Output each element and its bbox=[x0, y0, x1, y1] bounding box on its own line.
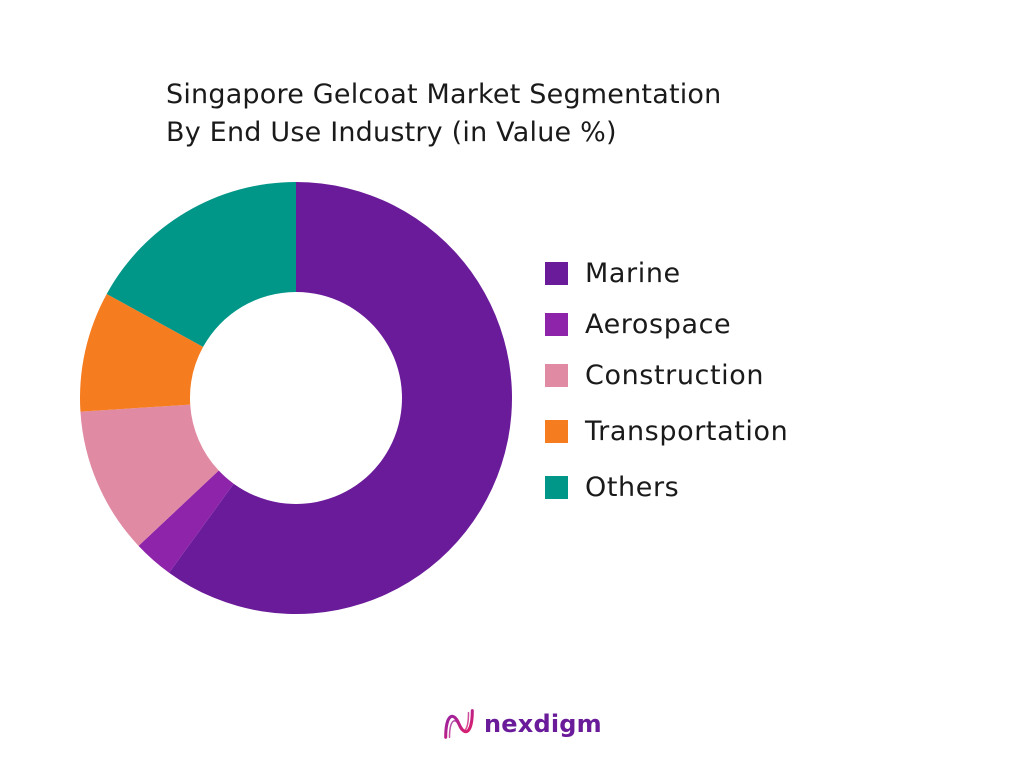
legend-label-marine: Marine bbox=[585, 257, 681, 289]
legend-label-transportation: Transportation bbox=[585, 415, 789, 447]
legend-item-aerospace: Aerospace bbox=[545, 304, 731, 344]
legend-swatch-transportation bbox=[545, 419, 568, 443]
legend-swatch-others bbox=[545, 475, 568, 499]
legend-label-others: Others bbox=[585, 471, 680, 503]
legend-swatch-marine bbox=[545, 261, 568, 285]
legend-item-transportation: Transportation bbox=[545, 411, 788, 451]
donut-slice-transportation bbox=[80, 293, 204, 412]
donut-slice-aerospace bbox=[138, 470, 234, 573]
chart-title: Singapore Gelcoat Market Segmentation By… bbox=[166, 76, 866, 152]
legend-swatch-construction bbox=[545, 363, 568, 387]
legend-label-aerospace: Aerospace bbox=[585, 308, 732, 340]
donut-slice-construction bbox=[80, 404, 219, 546]
brand-logo: nexdigm bbox=[440, 704, 602, 744]
chart-title-line-2: By End Use Industry (in Value %) bbox=[166, 117, 617, 148]
brand-name: nexdigm bbox=[484, 710, 602, 738]
legend-item-construction: Construction bbox=[545, 355, 764, 395]
donut-slice-others bbox=[106, 182, 296, 347]
legend-item-others: Others bbox=[545, 467, 679, 507]
legend-label-construction: Construction bbox=[585, 359, 765, 391]
legend-swatch-aerospace bbox=[545, 312, 568, 336]
nexdigm-logo-icon bbox=[444, 709, 474, 739]
legend-item-marine: Marine bbox=[545, 253, 681, 293]
donut-slice-marine bbox=[169, 182, 512, 614]
chart-title-line-1: Singapore Gelcoat Market Segmentation bbox=[166, 79, 722, 110]
